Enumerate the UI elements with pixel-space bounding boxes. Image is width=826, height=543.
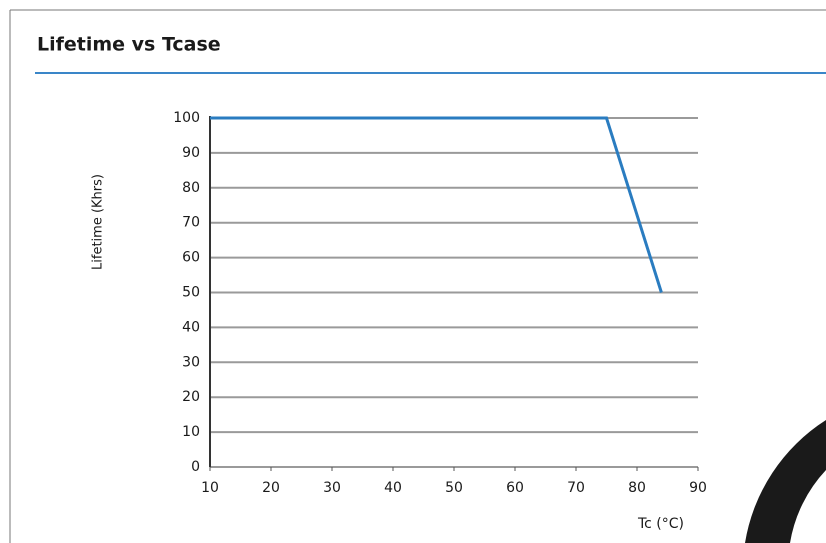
x-tick-label: 90: [689, 480, 707, 496]
y-tick-label: 70: [182, 215, 200, 231]
y-tick-label: 90: [182, 145, 200, 161]
x-tick-label: 40: [384, 480, 402, 496]
x-tick-label: 30: [323, 480, 341, 496]
data-line: [210, 116, 663, 293]
y-tick-label: 50: [182, 285, 200, 301]
y-tick-label: 80: [182, 180, 200, 196]
y-tick-label: 20: [182, 389, 200, 405]
x-axis-label: Tc (°C): [637, 516, 684, 532]
x-tick-label: 70: [567, 480, 585, 496]
x-tick-label: 20: [262, 480, 280, 496]
x-tick-label: 80: [628, 480, 646, 496]
x-tick-label: 60: [506, 480, 524, 496]
y-tick-label: 40: [182, 319, 200, 335]
y-tick-label: 0: [191, 459, 200, 475]
decoration: [745, 420, 826, 543]
y-axis-label: Lifetime (Khrs): [91, 174, 106, 270]
y-tick-label: 60: [182, 250, 200, 266]
y-tick-label: 100: [173, 110, 200, 126]
y-tick-label: 30: [182, 354, 200, 370]
x-tick-label: 10: [201, 480, 219, 496]
x-tick-label: 50: [445, 480, 463, 496]
y-tick-label: 10: [182, 424, 200, 440]
chart-title: Lifetime vs Tcase: [37, 34, 221, 56]
device-edge: [745, 420, 826, 543]
